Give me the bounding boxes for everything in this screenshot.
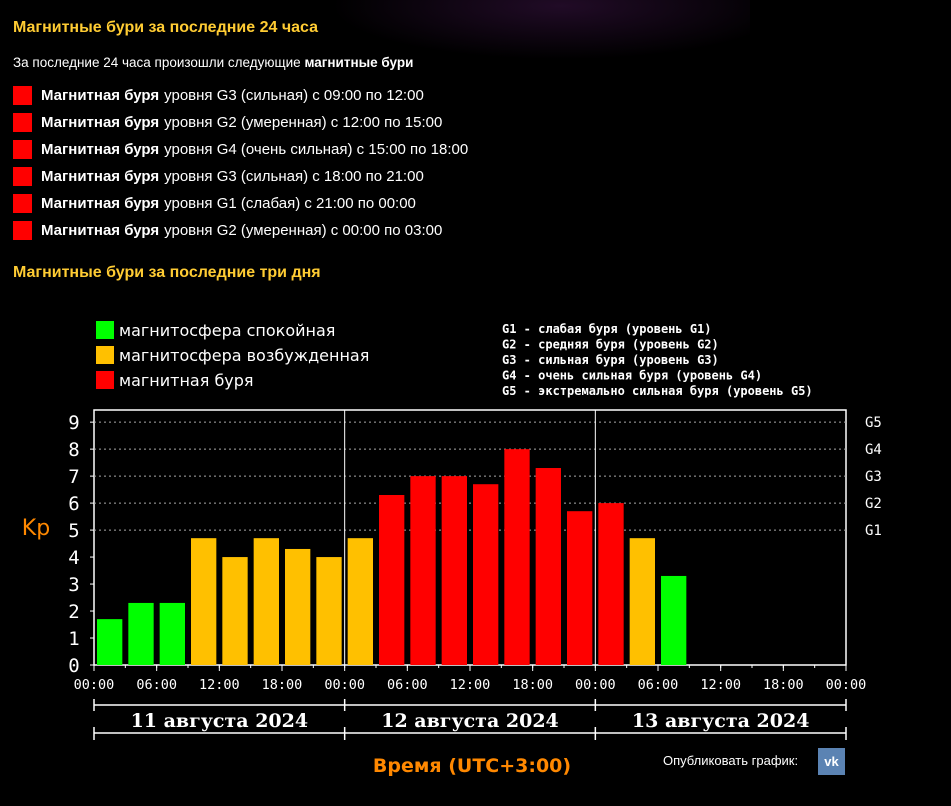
y-tick-label: 5 — [68, 520, 79, 542]
storm-marker — [13, 194, 32, 213]
plot-frame — [93, 409, 847, 666]
g-level-label: G2 — [865, 496, 882, 512]
y-tick-label: 6 — [68, 493, 79, 515]
storm-word: Магнитная буря — [41, 222, 160, 239]
storm-item: Магнитная буря уровня G1 (слабая) с 21:00… — [13, 190, 468, 217]
x-tick-label: 12:00 — [450, 677, 491, 693]
kp-bar — [379, 495, 405, 665]
y-tick-label: 8 — [68, 439, 79, 461]
x-tick-label: 12:00 — [199, 677, 240, 693]
kp-bar — [316, 557, 342, 665]
kp-bar — [347, 538, 373, 665]
storm-item: Магнитная буря уровня G3 (сильная) с 18:0… — [13, 163, 468, 190]
kp-bar — [661, 575, 687, 665]
section-title: Магнитные бури за последние три дня — [13, 264, 321, 281]
storm-text: уровня G3 (сильная) с 09:00 по 12:00 — [164, 87, 424, 104]
g-legend-item: G3 - сильная буря (уровень G3) — [502, 353, 719, 367]
x-tick-label: 06:00 — [638, 677, 679, 693]
x-axis-title: Время (UTC+3:00) — [373, 755, 571, 777]
kp-bar — [97, 619, 123, 665]
storm-item: Магнитная буря уровня G3 (сильная) с 09:0… — [13, 82, 468, 109]
legend-label: магнитная буря — [119, 371, 254, 390]
kp-bar — [253, 538, 279, 665]
kp-bar — [504, 449, 530, 665]
legend-swatch — [96, 346, 114, 364]
y-tick-label: 4 — [68, 547, 79, 569]
storm-word: Магнитная буря — [41, 195, 160, 212]
g-legend-item: G4 - очень сильная буря (уровень G4) — [502, 369, 762, 383]
background-glow — [330, 0, 750, 60]
g-level-label: G3 — [865, 469, 882, 485]
x-tick-label: 00:00 — [826, 677, 867, 693]
storm-text: уровня G4 (очень сильная) с 15:00 по 18:… — [164, 141, 469, 158]
legend-label: магнитосфера возбужденная — [119, 346, 369, 365]
x-tick-label: 06:00 — [136, 677, 177, 693]
x-tick-label: 12:00 — [700, 677, 741, 693]
day-label: 13 августа 2024 — [632, 710, 810, 732]
g-level-label: G5 — [865, 415, 882, 431]
storm-item: Магнитная буря уровня G2 (умеренная) с 00… — [13, 217, 468, 244]
storm-word: Магнитная буря — [41, 168, 160, 185]
storm-item: Магнитная буря уровня G2 (умеренная) с 12… — [13, 109, 468, 136]
x-tick-label: 00:00 — [74, 677, 115, 693]
storm-text: уровня G2 (умеренная) с 00:00 по 03:00 — [164, 222, 443, 239]
intro-bold: магнитные бури — [304, 55, 414, 70]
kp-bar — [128, 602, 154, 665]
g-legend-item: G5 - экстремально сильная буря (уровень … — [502, 384, 813, 398]
vk-share-button[interactable]: vk — [818, 748, 845, 775]
g-level-label: G1 — [865, 523, 882, 539]
kp-bar — [598, 503, 624, 665]
storm-marker — [13, 140, 32, 159]
y-tick-label: 1 — [68, 628, 79, 650]
kp-bar — [441, 476, 467, 665]
y-tick-label: 3 — [68, 574, 79, 596]
legend-swatch — [96, 321, 114, 339]
kp-bar — [473, 484, 499, 665]
storm-word: Магнитная буря — [41, 141, 160, 158]
kp-bar — [567, 511, 593, 665]
kp-bar — [159, 602, 185, 665]
x-tick-label: 00:00 — [324, 677, 365, 693]
storm-list: Магнитная буря уровня G3 (сильная) с 09:0… — [13, 82, 468, 244]
storm-marker — [13, 86, 32, 105]
publish-label: Опубликовать график: — [663, 753, 799, 768]
storm-word: Магнитная буря — [41, 87, 160, 104]
storm-marker — [13, 113, 32, 132]
legend-swatch — [96, 371, 114, 389]
g-legend-item: G2 - средняя буря (уровень G2) — [502, 338, 719, 352]
x-tick-label: 06:00 — [387, 677, 428, 693]
y-axis-title: Kp — [22, 516, 50, 541]
g-level-label: G4 — [865, 442, 882, 458]
storm-marker — [13, 221, 32, 240]
intro-prefix: За последние 24 часа произошли следующие — [13, 55, 305, 70]
x-tick-label: 18:00 — [763, 677, 804, 693]
storm-word: Магнитная буря — [41, 114, 160, 131]
kp-bar — [222, 557, 248, 665]
x-tick-label: 00:00 — [575, 677, 616, 693]
day-label: 11 августа 2024 — [131, 710, 309, 732]
legend-label: магнитосфера спокойная — [119, 321, 335, 340]
kp-bar — [191, 538, 217, 665]
storm-marker — [13, 167, 32, 186]
kp-bar — [629, 538, 655, 665]
x-tick-label: 18:00 — [262, 677, 303, 693]
kp-bar — [535, 468, 561, 665]
g-legend-item: G1 - слабая буря (уровень G1) — [502, 322, 712, 336]
y-tick-label: 7 — [68, 466, 79, 488]
day-label: 12 августа 2024 — [381, 710, 559, 732]
kp-bar — [410, 476, 436, 665]
page-title: Магнитные бури за последние 24 часа — [13, 19, 318, 36]
storm-text: уровня G1 (слабая) с 21:00 по 00:00 — [164, 195, 416, 212]
vk-icon: vk — [824, 754, 839, 769]
intro-text: За последние 24 часа произошли следующие… — [13, 55, 413, 70]
storm-text: уровня G2 (умеренная) с 12:00 по 15:00 — [164, 114, 443, 131]
y-tick-label: 2 — [68, 601, 79, 623]
kp-bar — [285, 548, 311, 665]
storm-text: уровня G3 (сильная) с 18:00 по 21:00 — [164, 168, 424, 185]
y-tick-label: 9 — [68, 412, 79, 434]
y-tick-label: 0 — [68, 655, 79, 677]
x-tick-label: 18:00 — [512, 677, 553, 693]
storm-item: Магнитная буря уровня G4 (очень сильная) … — [13, 136, 468, 163]
